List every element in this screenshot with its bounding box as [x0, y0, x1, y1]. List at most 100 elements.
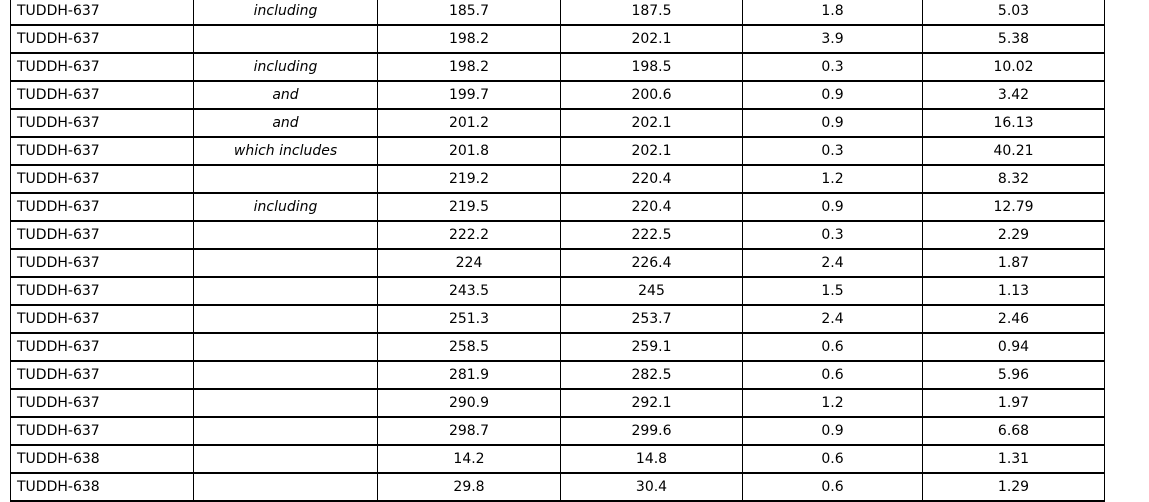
- cell-grade: 8.32: [922, 164, 1105, 194]
- cell-from: 290.9: [377, 388, 561, 418]
- cell-interval: 0.3: [742, 136, 923, 166]
- cell-qualifier: [193, 360, 378, 390]
- cell-to: 202.1: [560, 136, 743, 166]
- table-row: TUDDH-637 298.7 299.6 0.9 6.68: [10, 416, 1105, 446]
- cell-to: 220.4: [560, 192, 743, 222]
- cell-hole-id: TUDDH-637: [10, 52, 194, 82]
- cell-to: 259.1: [560, 332, 743, 362]
- cell-hole-id: TUDDH-637: [10, 0, 194, 26]
- cell-hole-id: TUDDH-637: [10, 108, 194, 138]
- cell-to: 30.4: [560, 472, 743, 502]
- cell-hole-id: TUDDH-637: [10, 220, 194, 250]
- cell-from: 281.9: [377, 360, 561, 390]
- cell-interval: 1.2: [742, 164, 923, 194]
- cell-interval: 2.4: [742, 304, 923, 334]
- cell-grade: 0.94: [922, 332, 1105, 362]
- table-row: TUDDH-637 which includes 201.8 202.1 0.3 40.2…: [10, 136, 1105, 166]
- cell-interval: 0.9: [742, 192, 923, 222]
- cell-qualifier: [193, 388, 378, 418]
- cell-to: 220.4: [560, 164, 743, 194]
- cell-to: 253.7: [560, 304, 743, 334]
- cell-hole-id: TUDDH-637: [10, 136, 194, 166]
- cell-from: 243.5: [377, 276, 561, 306]
- cell-grade: 5.96: [922, 360, 1105, 390]
- cell-to: 222.5: [560, 220, 743, 250]
- cell-from: 14.2: [377, 444, 561, 474]
- cell-qualifier: [193, 24, 378, 54]
- cell-qualifier: [193, 416, 378, 446]
- cell-grade: 1.31: [922, 444, 1105, 474]
- table-row: TUDDH-637 and 201.2 202.1 0.9 16.13: [10, 108, 1105, 138]
- cell-hole-id: TUDDH-637: [10, 276, 194, 306]
- table-row: TUDDH-637 258.5 259.1 0.6 0.94: [10, 332, 1105, 362]
- cell-from: 201.2: [377, 108, 561, 138]
- cell-interval: 0.6: [742, 444, 923, 474]
- cell-grade: 1.29: [922, 472, 1105, 502]
- cell-qualifier: which includes: [193, 136, 378, 166]
- cell-qualifier: [193, 276, 378, 306]
- cell-to: 282.5: [560, 360, 743, 390]
- cell-hole-id: TUDDH-637: [10, 304, 194, 334]
- table-body: TUDDH-637 including 185.7 187.5 1.8 5.03 TUDDH…: [10, 0, 1105, 502]
- cell-qualifier: including: [193, 52, 378, 82]
- cell-from: 251.3: [377, 304, 561, 334]
- cell-interval: 0.6: [742, 472, 923, 502]
- cell-from: 185.7: [377, 0, 561, 26]
- cell-interval: 0.3: [742, 52, 923, 82]
- cell-qualifier: [193, 444, 378, 474]
- cell-grade: 2.29: [922, 220, 1105, 250]
- table-row: TUDDH-637 243.5 245 1.5 1.13: [10, 276, 1105, 306]
- cell-qualifier: including: [193, 0, 378, 26]
- cell-to: 299.6: [560, 416, 743, 446]
- cell-interval: 0.9: [742, 108, 923, 138]
- cell-qualifier: [193, 304, 378, 334]
- cell-grade: 2.46: [922, 304, 1105, 334]
- cell-grade: 1.97: [922, 388, 1105, 418]
- cell-grade: 12.79: [922, 192, 1105, 222]
- cell-hole-id: TUDDH-638: [10, 472, 194, 502]
- cell-qualifier: including: [193, 192, 378, 222]
- cell-from: 219.5: [377, 192, 561, 222]
- cell-from: 198.2: [377, 52, 561, 82]
- cell-to: 187.5: [560, 0, 743, 26]
- cell-from: 199.7: [377, 80, 561, 110]
- table-row: TUDDH-637 198.2 202.1 3.9 5.38: [10, 24, 1105, 54]
- cell-from: 258.5: [377, 332, 561, 362]
- cell-qualifier: and: [193, 80, 378, 110]
- cell-from: 29.8: [377, 472, 561, 502]
- cell-qualifier: [193, 220, 378, 250]
- cell-to: 198.5: [560, 52, 743, 82]
- cell-interval: 0.9: [742, 416, 923, 446]
- cell-to: 292.1: [560, 388, 743, 418]
- cell-interval: 1.2: [742, 388, 923, 418]
- cell-grade: 5.03: [922, 0, 1105, 26]
- cell-hole-id: TUDDH-637: [10, 24, 194, 54]
- cell-interval: 0.9: [742, 80, 923, 110]
- table-row: TUDDH-637 219.2 220.4 1.2 8.32: [10, 164, 1105, 194]
- cell-to: 226.4: [560, 248, 743, 278]
- cell-to: 200.6: [560, 80, 743, 110]
- cell-grade: 1.87: [922, 248, 1105, 278]
- cell-hole-id: TUDDH-637: [10, 192, 194, 222]
- table-row: TUDDH-638 29.8 30.4 0.6 1.29: [10, 472, 1105, 502]
- table-row: TUDDH-637 290.9 292.1 1.2 1.97: [10, 388, 1105, 418]
- cell-from: 222.2: [377, 220, 561, 250]
- cell-grade: 6.68: [922, 416, 1105, 446]
- cell-hole-id: TUDDH-637: [10, 80, 194, 110]
- cell-to: 245: [560, 276, 743, 306]
- table-row: TUDDH-637 222.2 222.5 0.3 2.29: [10, 220, 1105, 250]
- cell-from: 198.2: [377, 24, 561, 54]
- cell-grade: 10.02: [922, 52, 1105, 82]
- cell-grade: 1.13: [922, 276, 1105, 306]
- cell-interval: 1.8: [742, 0, 923, 26]
- cell-grade: 3.42: [922, 80, 1105, 110]
- cell-hole-id: TUDDH-637: [10, 332, 194, 362]
- table-row: TUDDH-637 224 226.4 2.4 1.87: [10, 248, 1105, 278]
- cell-from: 201.8: [377, 136, 561, 166]
- cell-qualifier: [193, 164, 378, 194]
- cell-interval: 1.5: [742, 276, 923, 306]
- cell-interval: 0.6: [742, 360, 923, 390]
- cell-to: 202.1: [560, 108, 743, 138]
- cell-interval: 3.9: [742, 24, 923, 54]
